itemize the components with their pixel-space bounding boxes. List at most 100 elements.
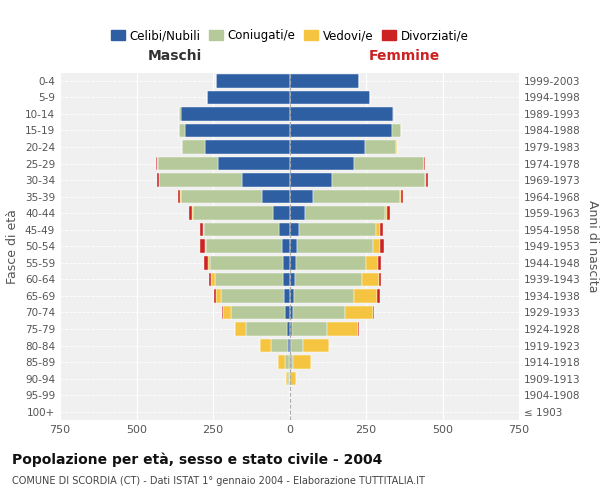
Bar [204, 223, 279, 236]
Bar [290, 107, 393, 120]
Bar [290, 289, 294, 302]
Bar [180, 190, 181, 203]
Bar [296, 256, 366, 270]
Bar [290, 90, 370, 104]
Text: Maschi: Maschi [148, 50, 202, 64]
Bar [218, 156, 290, 170]
Bar [292, 322, 327, 336]
Bar [279, 223, 290, 236]
Bar [366, 256, 377, 270]
Bar [221, 289, 284, 302]
Bar [385, 206, 386, 220]
Bar [332, 174, 425, 187]
Bar [290, 124, 392, 137]
Bar [216, 289, 221, 302]
Bar [271, 339, 288, 352]
Bar [235, 322, 246, 336]
Bar [205, 240, 206, 253]
Bar [290, 272, 295, 286]
Bar [302, 339, 329, 352]
Bar [290, 206, 305, 220]
Bar [290, 356, 293, 369]
Bar [208, 256, 210, 270]
Bar [207, 90, 290, 104]
Bar [290, 339, 291, 352]
Bar [222, 306, 223, 319]
Bar [373, 306, 374, 319]
Bar [204, 256, 208, 270]
Bar [215, 272, 283, 286]
Bar [272, 206, 290, 220]
Bar [210, 256, 283, 270]
Bar [283, 256, 290, 270]
Bar [293, 306, 345, 319]
Bar [200, 223, 203, 236]
Bar [376, 223, 380, 236]
Bar [295, 272, 362, 286]
Bar [362, 272, 379, 286]
Bar [373, 240, 380, 253]
Bar [288, 339, 290, 352]
Bar [282, 240, 290, 253]
Bar [209, 272, 211, 286]
Bar [380, 240, 385, 253]
Bar [380, 223, 383, 236]
Bar [354, 156, 424, 170]
Bar [206, 240, 282, 253]
Bar [181, 190, 262, 203]
Bar [327, 322, 358, 336]
Bar [424, 156, 425, 170]
Bar [299, 223, 376, 236]
Bar [285, 306, 290, 319]
Bar [289, 356, 290, 369]
Bar [392, 124, 401, 137]
Bar [185, 124, 290, 137]
Legend: Celibi/Nubili, Coniugati/e, Vedovi/e, Divorziati/e: Celibi/Nubili, Coniugati/e, Vedovi/e, Di… [106, 24, 473, 47]
Bar [377, 289, 380, 302]
Bar [290, 372, 296, 386]
Bar [262, 190, 290, 203]
Bar [393, 107, 394, 120]
Bar [214, 289, 216, 302]
Bar [358, 322, 359, 336]
Bar [157, 156, 158, 170]
Y-axis label: Anni di nascita: Anni di nascita [586, 200, 599, 292]
Bar [284, 289, 290, 302]
Y-axis label: Fasce di età: Fasce di età [7, 209, 19, 284]
Bar [425, 174, 428, 187]
Text: Popolazione per età, sesso e stato civile - 2004: Popolazione per età, sesso e stato civil… [12, 452, 382, 467]
Bar [400, 190, 401, 203]
Bar [181, 107, 290, 120]
Bar [159, 174, 160, 187]
Bar [232, 306, 285, 319]
Bar [290, 156, 354, 170]
Bar [205, 140, 290, 153]
Bar [293, 356, 311, 369]
Bar [365, 140, 396, 153]
Bar [182, 140, 205, 153]
Bar [285, 356, 289, 369]
Bar [401, 190, 403, 203]
Text: Femmine: Femmine [368, 50, 440, 64]
Bar [290, 240, 298, 253]
Bar [290, 306, 293, 319]
Bar [290, 256, 296, 270]
Bar [242, 174, 290, 187]
Bar [290, 322, 292, 336]
Bar [313, 190, 400, 203]
Bar [379, 272, 381, 286]
Bar [179, 107, 181, 120]
Text: COMUNE DI SCORDIA (CT) - Dati ISTAT 1° gennaio 2004 - Elaborazione TUTTITALIA.IT: COMUNE DI SCORDIA (CT) - Dati ISTAT 1° g… [12, 476, 425, 486]
Bar [200, 240, 205, 253]
Bar [203, 223, 204, 236]
Bar [193, 206, 272, 220]
Bar [290, 223, 299, 236]
Bar [355, 289, 377, 302]
Bar [283, 272, 290, 286]
Bar [288, 372, 290, 386]
Bar [260, 339, 271, 352]
Bar [211, 272, 215, 286]
Bar [178, 190, 180, 203]
Bar [216, 74, 290, 88]
Bar [190, 206, 193, 220]
